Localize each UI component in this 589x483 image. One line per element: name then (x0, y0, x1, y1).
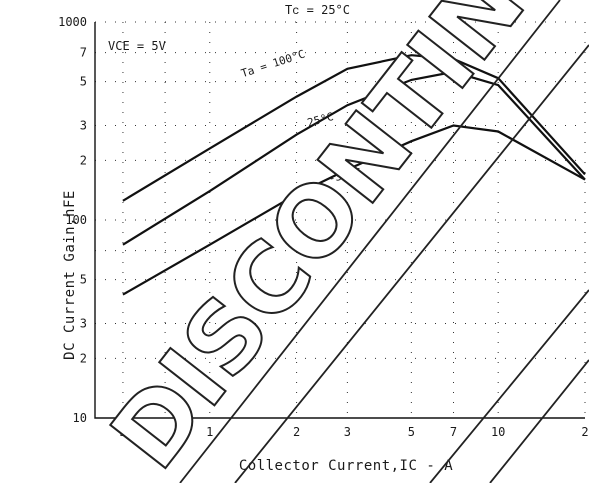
axes (94, 22, 585, 419)
x-tick-label: 10 (491, 425, 505, 439)
vce-condition-note: VCE = 5V (108, 39, 166, 53)
x-tick-label: 5 (408, 425, 415, 439)
y-tick-label: 2 (80, 153, 87, 167)
series-line (122, 124, 586, 296)
x-tick-label: 2 (581, 425, 588, 439)
grid-lines (95, 21, 586, 419)
y-tick-label: 10 (73, 411, 87, 425)
watermark-stripe (179, 0, 589, 483)
x-axis-label: Collector Current,IC - A (239, 458, 453, 474)
series-curves (122, 54, 586, 296)
y-tick-label: 7 (80, 46, 87, 60)
y-tick-label: 2 (80, 351, 87, 365)
x-tick-label: 5 (119, 425, 126, 439)
axis-lines (94, 22, 585, 419)
series-line (122, 70, 586, 246)
x-tick-label: 2 (293, 425, 300, 439)
x-tick-label: 1 (206, 425, 213, 439)
x-tick-label: 7 (450, 425, 457, 439)
y-axis-label: DC Current Gain,hFE (62, 190, 78, 360)
y-tick-label: 3 (80, 317, 87, 331)
series-line (122, 54, 586, 202)
series-label: Ta = 100°C (240, 47, 307, 80)
tick-labels: 10 2 3 5 100 2 3 5 7 1000 5 1 2 3 5 7 10 2 (58, 15, 589, 439)
x-tick-label: 3 (344, 425, 351, 439)
y-tick-label: 100 (65, 213, 87, 227)
y-tick-label: 5 (80, 273, 87, 287)
y-tick-label: 1000 (58, 15, 87, 29)
y-tick-label: 3 (80, 119, 87, 133)
y-tick-label: 5 (80, 75, 87, 89)
tc-condition-note: Tᴄ = 25°C (285, 3, 350, 17)
